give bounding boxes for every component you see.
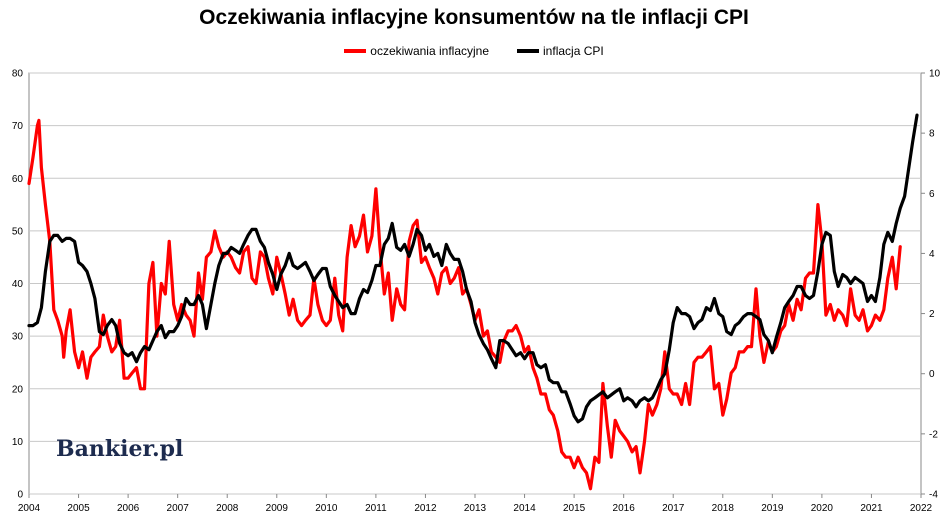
series-line-expectations (27, 118, 902, 491)
legend-item-cpi: inflacja CPI (517, 44, 604, 58)
x-tick-label: 2007 (167, 503, 190, 514)
x-tick-label: 2011 (365, 503, 387, 514)
x-tick-label: 2004 (18, 503, 41, 514)
x-tick-label: 2005 (67, 503, 90, 514)
y-left-tick-label: 40 (12, 279, 24, 290)
x-tick-label: 2020 (811, 503, 834, 514)
legend-swatch-cpi (517, 49, 540, 53)
y-right-tick-label: 8 (929, 129, 935, 140)
legend-label-expectations: oczekiwania inflacyjne (370, 44, 490, 58)
y-left-tick-label: 10 (12, 437, 24, 448)
x-tick-label: 2019 (761, 503, 784, 514)
y-left-tick-label: 70 (12, 121, 24, 132)
x-tick-label: 2009 (266, 503, 289, 514)
x-tick-label: 2008 (216, 503, 239, 514)
x-tick-label: 2022 (910, 503, 933, 514)
y-left-tick-label: 80 (12, 69, 24, 80)
x-axis: 2004 2005 2006 2007 2008 2009 2010 2011 2012 2013… (18, 494, 933, 514)
legend: oczekiwania inflacyjne inflacja CPI (0, 44, 948, 58)
x-tick-label: 2013 (464, 503, 487, 514)
y-right-tick-label: 2 (929, 309, 935, 320)
x-tick-label: 2012 (414, 503, 437, 514)
x-tick-label: 2014 (513, 503, 536, 514)
series-lines (27, 113, 919, 491)
y-right-tick-label: 6 (929, 189, 935, 200)
y-axis-left: 0 10 20 30 40 50 60 70 80 (12, 69, 24, 501)
legend-item-expectations: oczekiwania inflacyjne (344, 44, 489, 58)
y-right-tick-label: -4 (929, 490, 938, 501)
x-tick-label: 2006 (117, 503, 140, 514)
y-right-tick-label: 0 (929, 369, 935, 380)
legend-swatch-expectations (344, 49, 367, 53)
y-left-tick-label: 20 (12, 384, 24, 395)
series-line-cpi (27, 113, 919, 424)
y-right-tick-label: -2 (929, 429, 938, 440)
x-tick-label: 2017 (662, 503, 685, 514)
y-left-tick-label: 0 (17, 490, 23, 501)
bankier-logo: Bankier.pl (56, 436, 184, 462)
legend-label-cpi: inflacja CPI (543, 44, 604, 58)
x-tick-label: 2010 (315, 503, 338, 514)
x-tick-label: 2015 (563, 503, 586, 514)
y-left-tick-label: 50 (12, 226, 24, 237)
x-tick-label: 2021 (860, 503, 883, 514)
x-tick-label: 2016 (613, 503, 636, 514)
y-right-tick-label: 4 (929, 249, 935, 260)
x-tick-label: 2018 (712, 503, 735, 514)
chart-title: Oczekiwania inflacyjne konsumentów na tl… (199, 6, 749, 29)
y-left-tick-label: 30 (12, 332, 24, 343)
y-axis-right: -4 -2 0 2 4 6 8 10 (921, 69, 941, 501)
y-left-tick-label: 60 (12, 174, 24, 185)
y-right-tick-label: 10 (929, 69, 941, 80)
